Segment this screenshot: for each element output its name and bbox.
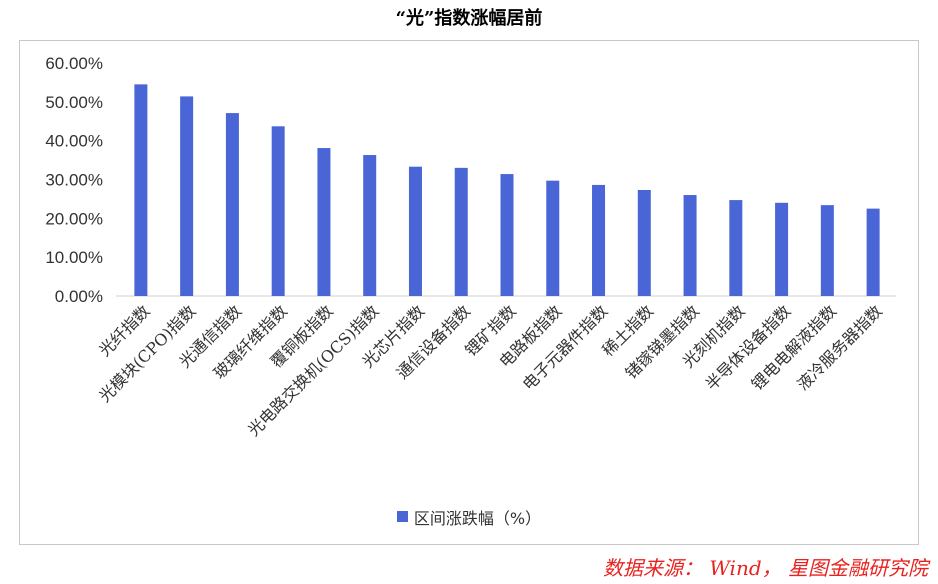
bar <box>866 208 880 296</box>
y-axis: 0.00% 10.00% 20.00% 30.00% 40.00% 50.00% 60.00… <box>45 54 103 306</box>
bar <box>775 202 789 296</box>
bar <box>271 126 285 296</box>
legend-label: 区间涨跌幅（%） <box>413 509 542 528</box>
bar <box>180 96 194 296</box>
bar <box>683 195 697 296</box>
y-tick-label: 20.00% <box>45 209 103 228</box>
bar <box>820 205 834 296</box>
bar <box>637 189 651 296</box>
legend-swatch <box>396 510 408 522</box>
y-tick-label: 0.00% <box>55 287 103 306</box>
chart-frame <box>19 40 919 545</box>
bar <box>225 113 239 296</box>
x-axis-labels: 光纤指数光模块(CPO)指数光通信指数玻璃纤维指数覆铜板指数光电路交换机(OCS… <box>95 301 886 439</box>
bar-chart: 0.00% 10.00% 20.00% 30.00% 40.00% 50.00% 60.00… <box>45 54 896 440</box>
bar <box>592 184 606 296</box>
bar <box>454 167 468 296</box>
y-tick-label: 60.00% <box>45 54 103 73</box>
y-tick-label: 40.00% <box>45 132 103 151</box>
y-tick-label: 10.00% <box>45 248 103 267</box>
y-tick-label: 50.00% <box>45 93 103 112</box>
chart-title: “光”指数涨幅居前 <box>395 8 543 29</box>
bars <box>134 84 880 296</box>
y-tick-label: 30.00% <box>45 171 103 190</box>
bar <box>363 155 377 296</box>
source-note: 数据来源： Wind， 星图金融研究院 <box>603 556 928 580</box>
bar <box>317 148 331 296</box>
bar <box>134 84 148 296</box>
bar <box>729 200 743 296</box>
legend: 区间涨跌幅（%） <box>0 505 938 529</box>
bar <box>500 174 514 296</box>
bar <box>546 180 560 296</box>
bar <box>408 166 422 296</box>
